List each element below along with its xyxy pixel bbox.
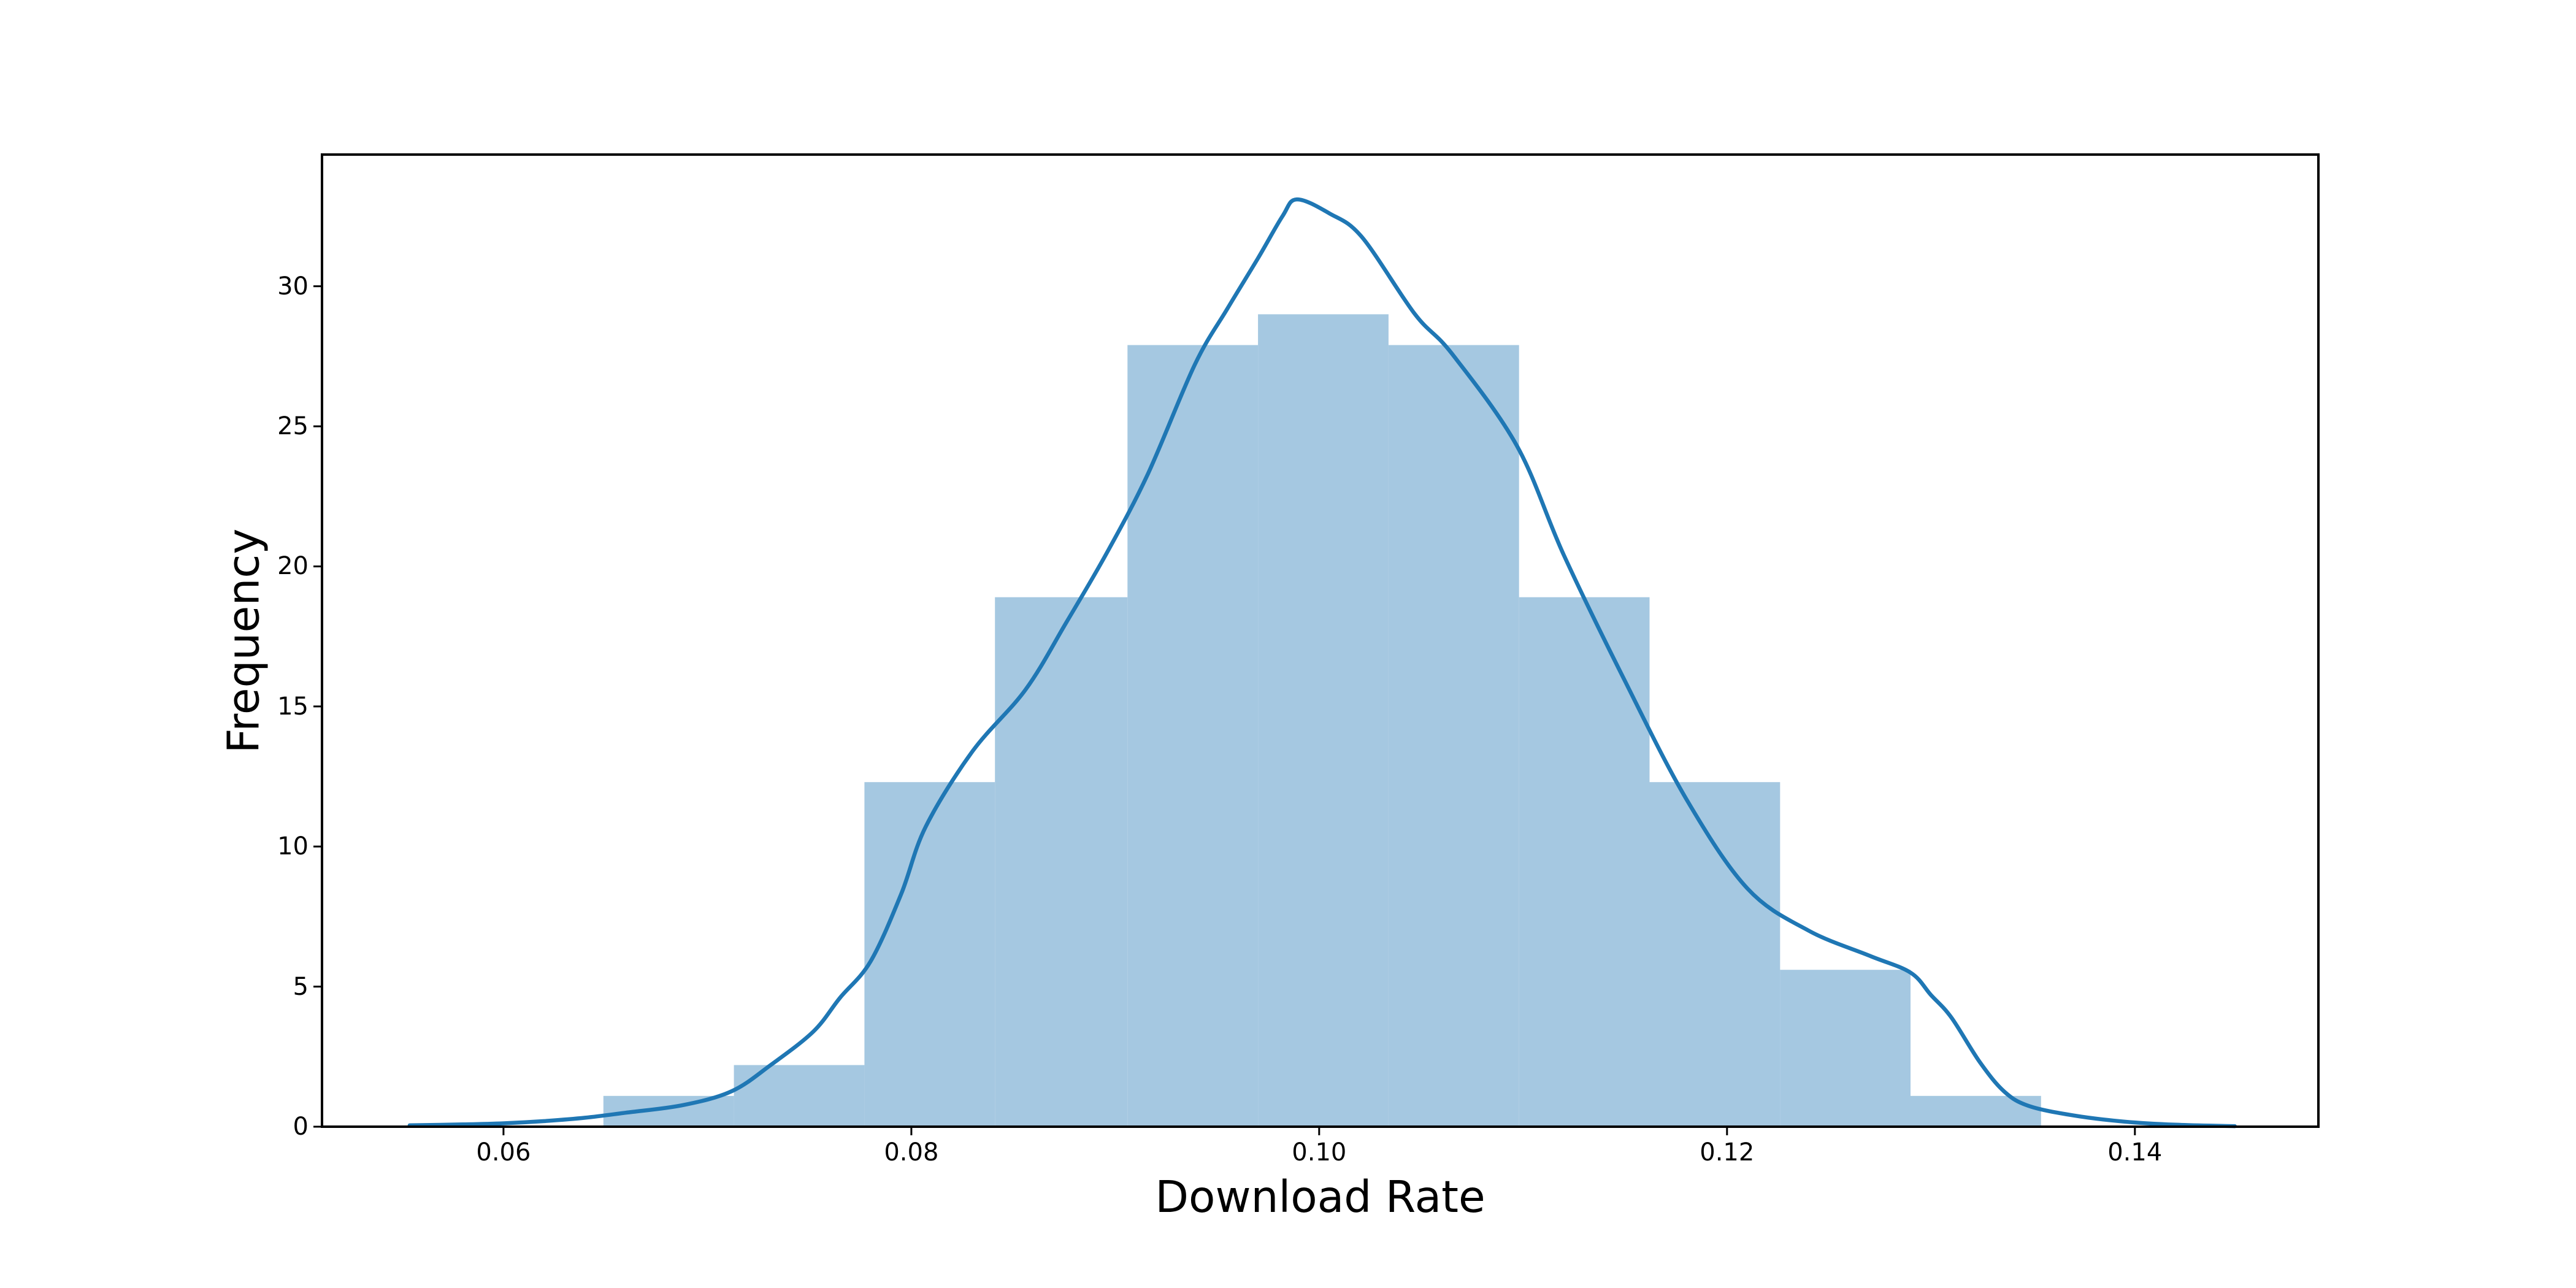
histogram-bar [1388, 345, 1519, 1127]
histogram-bar [1258, 314, 1389, 1127]
axes-spines [321, 153, 2320, 1128]
x-tick-label: 0.12 [1700, 1138, 1755, 1167]
histogram-bar [864, 782, 995, 1127]
histogram-bar [1911, 1095, 2041, 1127]
y-tick-label: 25 [277, 412, 309, 441]
y-tick-label: 20 [277, 552, 309, 581]
y-tick-label: 0 [293, 1113, 309, 1141]
y-tick-label: 10 [277, 832, 309, 861]
x-tick-label: 0.14 [2107, 1138, 2163, 1167]
y-tick-label: 5 [293, 972, 309, 1001]
y-tick-label: 15 [277, 692, 309, 721]
x-axis-label: Download Rate [1155, 1171, 1485, 1222]
kde-curve [407, 197, 2237, 1129]
y-tick-label: 30 [277, 272, 309, 301]
x-tick-label: 0.06 [476, 1138, 531, 1167]
histogram-bar [1127, 345, 1259, 1127]
histogram-bar [1649, 782, 1781, 1127]
histogram-bar [734, 1065, 865, 1127]
x-tick-label: 0.08 [884, 1138, 939, 1167]
histogram-bar [1519, 597, 1650, 1127]
x-tick-label: 0.10 [1292, 1138, 1347, 1167]
histogram-bar [1780, 970, 1911, 1127]
histogram-bar [995, 597, 1128, 1127]
